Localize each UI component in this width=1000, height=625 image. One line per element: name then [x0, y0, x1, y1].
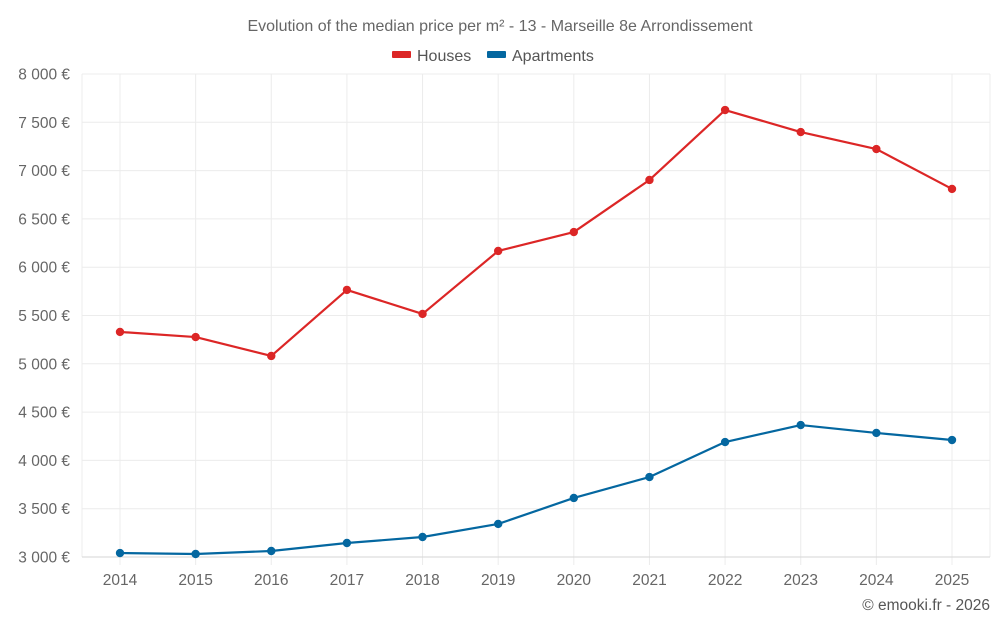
- y-tick-label: 5 500 €: [18, 308, 70, 325]
- houses-point: [569, 227, 579, 237]
- y-tick-label: 3 500 €: [18, 501, 70, 518]
- y-tick-label: 6 500 €: [18, 211, 70, 228]
- credit-text: © emooki.fr - 2026: [862, 597, 990, 614]
- houses-line: [119, 108, 953, 358]
- legend-swatch: [392, 51, 411, 58]
- y-tick-label: 5 000 €: [18, 356, 70, 373]
- x-tick-label: 2014: [103, 572, 138, 589]
- y-tick-label: 4 500 €: [18, 405, 70, 422]
- houses-point: [872, 144, 881, 154]
- x-tick-label: 2021: [632, 572, 666, 589]
- gridlines: [81, 73, 991, 565]
- series-apartments: [115, 420, 957, 559]
- legend-label: Apartments: [512, 48, 594, 65]
- x-tick-label: 2025: [935, 572, 969, 589]
- apartments-point: [493, 519, 503, 529]
- apartments-line: [119, 423, 953, 556]
- x-tick-label: 2017: [330, 572, 364, 589]
- x-tick-label: 2023: [783, 572, 817, 589]
- series-houses: [115, 105, 957, 361]
- x-tick-label: 2018: [405, 572, 439, 589]
- x-tick-label: 2022: [708, 572, 742, 589]
- houses-point: [191, 332, 200, 342]
- apartments-point: [342, 538, 352, 548]
- apartments-point: [947, 435, 957, 445]
- houses-point: [342, 285, 352, 295]
- houses-point: [796, 127, 805, 137]
- apartments-point: [645, 472, 654, 482]
- houses-point: [115, 327, 125, 337]
- apartments-point: [872, 428, 881, 438]
- x-tick-label: 2020: [557, 572, 592, 589]
- apartments-point: [267, 546, 276, 556]
- apartments-point: [720, 437, 730, 447]
- y-tick-label: 3 000 €: [18, 550, 70, 567]
- x-axis: 2014 2015 2016 2017 2018 2019 2020 2021 2022 2023…: [82, 556, 990, 589]
- legend-item-houses[interactable]: Houses: [392, 48, 471, 65]
- houses-point: [493, 246, 503, 256]
- apartments-point: [569, 493, 579, 503]
- x-tick-label: 2015: [178, 572, 212, 589]
- apartments-point: [115, 548, 125, 558]
- apartments-point: [191, 549, 200, 559]
- y-tick-label: 4 000 €: [18, 453, 70, 470]
- x-tick-label: 2016: [254, 572, 288, 589]
- legend: Houses Apartments: [392, 48, 594, 65]
- houses-point: [645, 175, 654, 185]
- legend-label: Houses: [417, 48, 471, 65]
- y-tick-label: 8 000 €: [18, 67, 70, 84]
- y-tick-label: 6 000 €: [18, 260, 70, 277]
- y-tick-label: 7 000 €: [18, 163, 70, 180]
- houses-point: [267, 351, 276, 361]
- x-tick-label: 2024: [859, 572, 894, 589]
- chart-title: Evolution of the median price per m² - 1…: [247, 18, 753, 35]
- x-tick-label: 2019: [481, 572, 515, 589]
- legend-item-apartments[interactable]: Apartments: [487, 48, 594, 65]
- apartments-point: [796, 420, 805, 430]
- houses-point: [947, 184, 957, 194]
- houses-point: [418, 309, 427, 319]
- y-tick-label: 7 500 €: [18, 115, 70, 132]
- houses-point: [720, 105, 730, 115]
- legend-swatch: [487, 51, 506, 58]
- apartments-point: [418, 532, 427, 542]
- series-layer: [115, 105, 957, 559]
- y-axis: 3 000 € 3 500 € 4 000 € 4 500 € 5 000 € 5 500…: [18, 67, 70, 567]
